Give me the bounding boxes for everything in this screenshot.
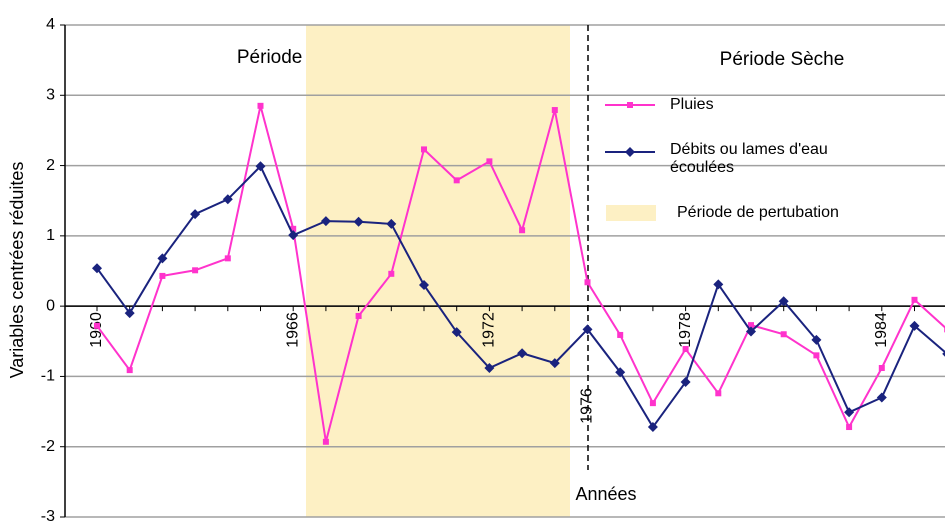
x-tick-label: 1966	[284, 312, 301, 348]
x-tick-label: 1960	[88, 312, 105, 348]
marker	[647, 422, 658, 433]
y-tick-label: -3	[41, 508, 55, 521]
legend-label-line: Débits ou lames d'eau	[670, 141, 828, 158]
marker	[192, 267, 199, 274]
marker	[190, 209, 201, 220]
y-tick-label: 1	[46, 227, 55, 244]
marker	[257, 102, 264, 109]
marker	[715, 390, 722, 397]
marker	[746, 326, 756, 337]
marker	[778, 296, 789, 307]
marker	[388, 270, 395, 277]
marker	[453, 177, 460, 184]
marker	[92, 263, 102, 274]
y-tick-label: 4	[46, 16, 55, 33]
legend-marker	[625, 147, 635, 157]
legend-label: Pluies	[670, 96, 714, 113]
marker	[713, 279, 724, 290]
marker	[290, 225, 297, 232]
x-tick-label: 1976	[579, 388, 596, 424]
marker	[909, 320, 920, 331]
marker	[615, 367, 626, 378]
marker	[419, 280, 429, 291]
marker	[320, 216, 331, 227]
marker	[748, 322, 754, 329]
legend-label: Période de pertubation	[677, 204, 839, 221]
marker	[353, 216, 364, 227]
marker	[549, 358, 560, 369]
marker	[811, 334, 822, 345]
marker	[844, 407, 855, 418]
marker	[157, 253, 168, 264]
marker	[126, 367, 133, 374]
marker	[680, 377, 691, 388]
legend-label: Débits ou lames d'eau écoulées	[670, 141, 828, 176]
marker	[876, 392, 887, 403]
legend-swatch	[606, 205, 656, 221]
marker	[617, 331, 624, 338]
marker	[911, 296, 918, 303]
marker	[386, 218, 397, 229]
x-tick-label: 1984	[873, 312, 890, 348]
marker	[484, 362, 495, 373]
marker	[682, 346, 689, 353]
y-tick-label: 3	[46, 87, 55, 104]
marker	[355, 312, 362, 319]
y-tick-label: 2	[46, 157, 55, 174]
legend-marker	[627, 102, 633, 108]
marker	[780, 331, 787, 338]
marker	[451, 327, 462, 338]
y-tick-label: 0	[46, 297, 55, 314]
marker	[942, 351, 945, 357]
legend-label-line: écoulées	[670, 159, 734, 176]
marker	[288, 230, 299, 241]
marker	[517, 348, 528, 359]
marker	[846, 424, 853, 431]
marker	[94, 322, 100, 329]
marker	[519, 227, 526, 234]
marker	[582, 324, 593, 335]
marker	[486, 158, 493, 165]
marker	[222, 194, 233, 205]
marker	[224, 255, 231, 262]
annotation: Période Sèche	[720, 49, 845, 70]
marker	[649, 400, 656, 407]
y-tick-label: -1	[41, 368, 55, 385]
x-tick-label: 1972	[481, 312, 498, 348]
marker	[813, 352, 820, 359]
marker	[255, 161, 266, 172]
x-tick-label: 1978	[677, 312, 694, 348]
x-axis-label: Années	[575, 484, 636, 504]
marker	[551, 107, 558, 114]
y-axis-label: Variables centrées réduites	[7, 162, 27, 379]
marker	[159, 272, 166, 279]
shaded-period	[306, 25, 570, 517]
marker	[878, 364, 885, 371]
marker	[322, 438, 329, 445]
marker	[584, 279, 591, 286]
marker	[421, 146, 427, 153]
marker	[124, 308, 135, 319]
y-tick-label: -2	[41, 438, 55, 455]
